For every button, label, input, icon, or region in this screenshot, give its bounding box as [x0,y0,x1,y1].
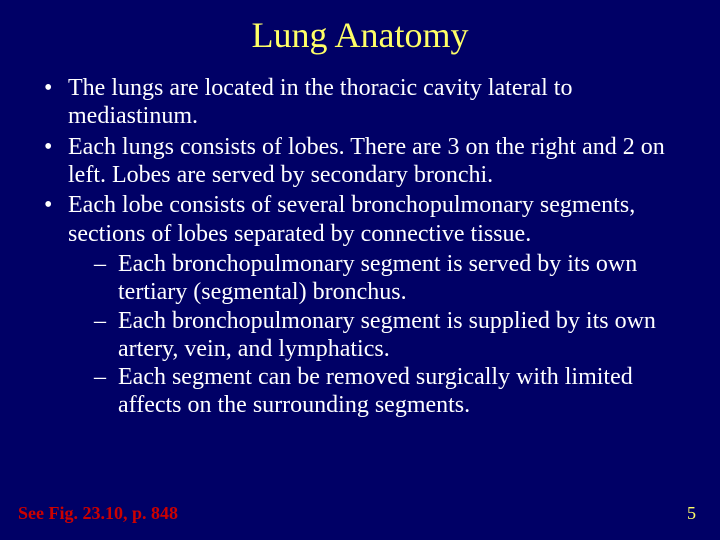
list-item: – Each bronchopulmonary segment is serve… [40,250,690,307]
slide-title: Lung Anatomy [0,0,720,74]
list-item: – Each segment can be removed surgically… [40,363,690,420]
list-item: • Each lobe consists of several bronchop… [40,191,690,248]
list-item-text: The lungs are located in the thoracic ca… [68,74,690,131]
dash-icon: – [94,363,118,391]
list-item-text: Each bronchopulmonary segment is served … [118,250,690,307]
list-item-text: Each segment can be removed surgically w… [118,363,690,420]
slide-body: • The lungs are located in the thoracic … [0,74,720,420]
dash-icon: – [94,250,118,278]
bullet-icon: • [40,74,68,102]
page-number: 5 [687,503,696,524]
footer-reference: See Fig. 23.10, p. 848 [18,503,178,524]
list-item: • Each lungs consists of lobes. There ar… [40,133,690,190]
list-item-text: Each lobe consists of several bronchopul… [68,191,690,248]
bullet-icon: • [40,191,68,219]
list-item: – Each bronchopulmonary segment is suppl… [40,307,690,364]
list-item-text: Each bronchopulmonary segment is supplie… [118,307,690,364]
list-item: • The lungs are located in the thoracic … [40,74,690,131]
dash-icon: – [94,307,118,335]
bullet-icon: • [40,133,68,161]
list-item-text: Each lungs consists of lobes. There are … [68,133,690,190]
